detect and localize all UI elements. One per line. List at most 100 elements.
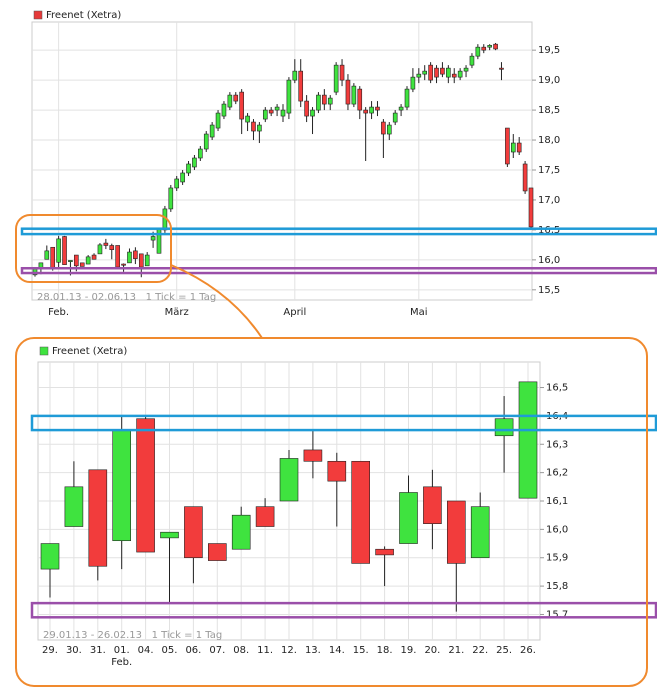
candle-body	[310, 109, 315, 117]
candle-body	[416, 73, 422, 78]
note: 29.01.13 - 26.02.13 1 Tick = 1 Tag	[43, 630, 222, 641]
candle-body	[398, 106, 404, 111]
candle-body	[257, 124, 262, 132]
candle-body	[68, 260, 73, 262]
candle-body	[440, 67, 445, 75]
candle-body	[274, 106, 280, 111]
level-zone	[30, 601, 657, 619]
candle-body	[62, 236, 67, 265]
candle-body	[333, 64, 339, 93]
candle-body	[292, 70, 298, 81]
y-tick-label: 15,8	[546, 581, 568, 592]
candle-body	[97, 244, 103, 255]
y-tick-label: 15,7	[546, 609, 568, 620]
x-tick-label: April	[283, 307, 306, 318]
candle-body	[136, 418, 155, 553]
x-tick-label: 12.	[281, 645, 297, 656]
note: 28.01.13 - 02.06.13 1 Tick = 1 Tag	[37, 292, 216, 303]
y-tick-label: 15,5	[538, 285, 560, 296]
x-tick-label: Mai	[410, 307, 428, 318]
candle-body	[180, 172, 185, 183]
candle-body	[481, 46, 487, 51]
candle-body	[88, 469, 108, 567]
candle-body	[339, 64, 345, 81]
y-tick-label: 16,5	[546, 383, 568, 394]
candle-body	[209, 124, 215, 138]
x-tick-label: 19.	[401, 645, 417, 656]
candle-body	[112, 429, 131, 542]
y-tick-label: 19,5	[538, 45, 560, 56]
y-tick-label: 16,0	[538, 255, 560, 266]
candle-body	[203, 133, 209, 150]
candle-body	[322, 94, 327, 105]
candle-body	[156, 228, 162, 254]
candle-body	[493, 43, 498, 50]
candle-body	[198, 148, 203, 159]
candle-body	[127, 251, 132, 264]
level-zone	[20, 227, 657, 236]
y-tick-label: 18,0	[538, 135, 560, 146]
candle-body	[227, 94, 233, 108]
candle-body	[518, 381, 538, 499]
x-tick-label: März	[165, 307, 189, 318]
x-tick-label: 15.	[353, 645, 369, 656]
candle-body	[357, 88, 363, 111]
candle-body	[56, 238, 61, 263]
candle-body	[487, 45, 492, 48]
candle-body	[150, 236, 156, 241]
candle-body	[351, 85, 357, 105]
y-tick-label: 16,2	[546, 468, 568, 479]
candle-body	[174, 178, 180, 189]
zoom-connector	[170, 264, 263, 339]
candle-body	[74, 254, 79, 267]
legend-label: Freenet (Xetra)	[46, 10, 121, 21]
y-tick-label: 16,3	[546, 439, 568, 450]
x-tick-label: 18.	[377, 645, 393, 656]
candle-body	[91, 254, 97, 260]
x-tick-label: 21.	[448, 645, 464, 656]
candle-body	[345, 79, 351, 105]
candle-body	[121, 263, 126, 266]
legend-swatch	[33, 10, 43, 20]
candle-body	[446, 67, 451, 78]
candle-body	[64, 486, 84, 527]
candle-body	[410, 76, 416, 90]
candle-body	[245, 115, 250, 123]
candle-body	[280, 109, 286, 117]
candle-body	[428, 64, 433, 81]
y-tick-label: 19,0	[538, 75, 560, 86]
candle-body	[470, 506, 490, 559]
y-tick-label: 16,0	[546, 524, 568, 535]
x-tick-label: 08.	[233, 645, 249, 656]
legend-label: Freenet (Xetra)	[52, 346, 127, 357]
candle-body	[192, 157, 197, 168]
x-tick-label: 26.	[520, 645, 536, 656]
candle-body	[351, 460, 371, 564]
candle-body	[186, 163, 191, 174]
candle-body	[133, 250, 138, 259]
candle-body	[446, 500, 466, 564]
candle-body	[251, 121, 256, 132]
x-tick-label: 05.	[162, 645, 178, 656]
y-tick-label: 17,5	[538, 165, 560, 176]
candle-body	[528, 187, 534, 228]
candle-body	[255, 506, 275, 527]
zoom-frame	[15, 337, 648, 687]
candle-body	[381, 121, 386, 135]
candle-body	[115, 245, 120, 268]
candle-body	[363, 109, 368, 114]
candle-body	[279, 458, 299, 502]
zoom-highlight	[15, 214, 172, 283]
candle-body	[399, 492, 418, 544]
candle-body	[369, 106, 374, 114]
x-tick-label: 29.	[42, 645, 58, 656]
candle-body	[499, 67, 504, 70]
x-tick-label: 13.	[305, 645, 321, 656]
candle-body	[231, 514, 251, 550]
y-tick-label: 16,1	[546, 496, 568, 507]
candle-body	[144, 254, 150, 267]
x-tick-label: 25.	[496, 645, 512, 656]
x-tick-label: 31.	[90, 645, 106, 656]
